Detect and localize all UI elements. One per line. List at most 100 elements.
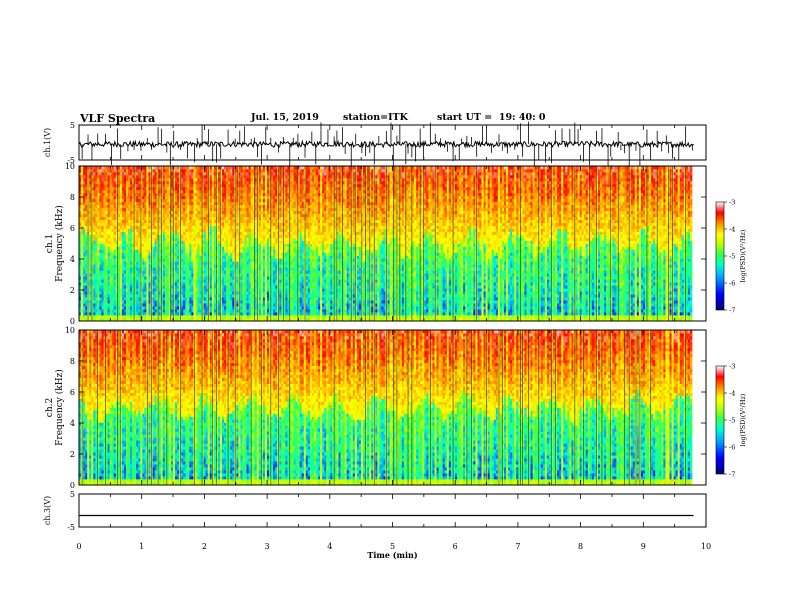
psd-cell [261,285,263,288]
psd-cell [128,291,130,294]
psd-cell [206,226,208,229]
psd-cell [181,196,183,199]
psd-cell [240,264,242,267]
psd-cell [171,184,173,187]
psd-cell [93,235,95,238]
psd-cell [112,297,114,300]
psd-cell [144,309,146,312]
psd-cell [155,199,157,202]
psd-cell [136,267,138,270]
psd-cell [200,208,202,211]
psd-cell [263,172,265,175]
psd-cell [240,300,242,303]
psd-cell [247,312,249,315]
psd-cell [193,232,195,235]
psd-cell [259,291,261,294]
psd-cell [155,297,157,300]
psd-cell [175,279,177,282]
psd-cell [220,223,222,226]
psd-cell [112,279,114,282]
psd-cell [191,244,193,247]
psd-cell [240,190,242,193]
psd-cell [146,223,148,226]
psd-cell [259,235,261,238]
psd-cell [249,288,251,291]
psd-cell [259,285,261,288]
psd-cell [104,229,106,232]
psd-cell [83,294,85,297]
psd-cell [261,220,263,223]
psd-cell [95,208,97,211]
psd-cell [153,246,155,249]
psd-cell [114,246,116,249]
psd-cell [185,169,187,172]
psd-cell [220,315,222,318]
psd-cell [142,315,144,318]
psd-cell [195,226,197,229]
psd-cell [177,249,179,252]
psd-cell [144,211,146,214]
psd-cell [206,294,208,297]
psd-cell [134,249,136,252]
psd-cell [93,297,95,300]
psd-cell [120,181,122,184]
psd-cell [144,208,146,211]
psd-cell [144,193,146,196]
psd-cell [181,246,183,249]
psd-cell [112,214,114,217]
psd-cell [181,226,183,229]
psd-cell [124,306,126,309]
psd-cell [240,241,242,244]
psd-cell [200,306,202,309]
psd-cell [191,252,193,255]
psd-cell [249,223,251,226]
psd-cell [136,279,138,282]
psd-cell [226,244,228,247]
psd-cell [93,178,95,181]
psd-cell [267,187,269,190]
psd-cell [214,214,216,217]
psd-cell [106,246,108,249]
psd-cell [130,279,132,282]
psd-cell [126,193,128,196]
psd-cell [200,294,202,297]
psd-cell [83,264,85,267]
psd-cell [159,267,161,270]
psd-cell [81,223,83,226]
psd-cell [251,178,253,181]
psd-cell [263,258,265,261]
psd-cell [104,169,106,172]
psd-cell [81,190,83,193]
psd-cell [142,187,144,190]
psd-cell [167,246,169,249]
psd-cell [83,273,85,276]
psd-cell [181,285,183,288]
psd-cell [212,273,214,276]
psd-cell [261,246,263,249]
psd-cell [198,244,200,247]
psd-cell [230,208,232,211]
psd-cell [210,190,212,193]
psd-cell [210,223,212,226]
psd-cell [175,178,177,181]
psd-cell [177,252,179,255]
psd-cell [126,261,128,264]
psd-cell [222,244,224,247]
psd-cell [204,169,206,172]
psd-cell [214,220,216,223]
psd-cell [206,282,208,285]
psd-cell [265,276,267,279]
psd-cell [263,211,265,214]
psd-cell [124,241,126,244]
psd-cell [210,217,212,220]
psd-cell [251,223,253,226]
psd-cell [104,178,106,181]
psd-cell [163,169,165,172]
psd-cell [198,208,200,211]
psd-cell [212,279,214,282]
psd-cell [200,285,202,288]
psd-cell [193,300,195,303]
psd-cell [198,232,200,235]
psd-cell [247,276,249,279]
psd-cell [104,199,106,202]
